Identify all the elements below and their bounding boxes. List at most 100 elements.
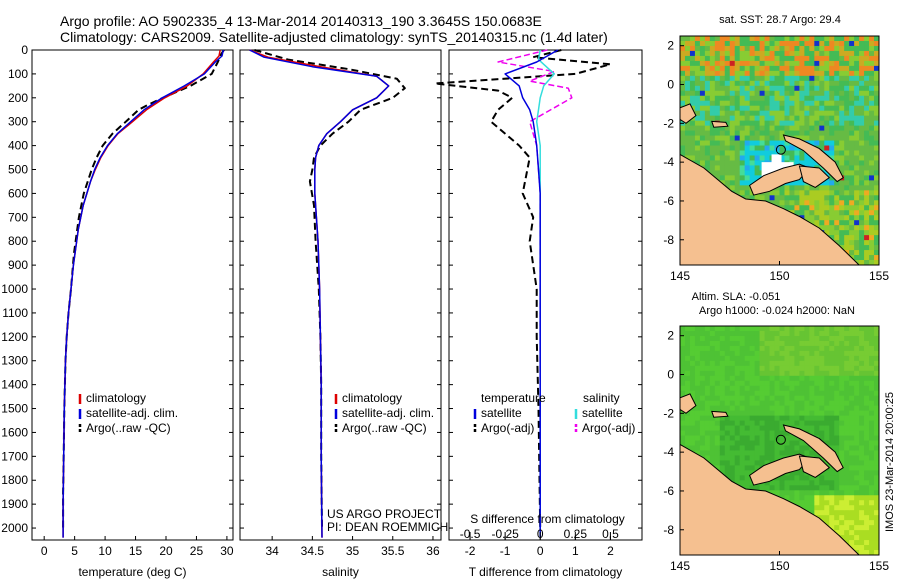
project-footnote: US ARGO PROJECT [327, 507, 442, 521]
argo-profile-line [254, 49, 406, 529]
map-lat-label: -8 [663, 523, 674, 537]
legend-temperature-heading: temperature [481, 391, 546, 405]
sst-map-title: sat. SST: 28.7 Argo: 29.4 [719, 14, 841, 26]
legend-temp-satellite-label: satellite [481, 406, 522, 420]
depth-tick-label: 400 [8, 139, 28, 153]
map-lon-label: 150 [769, 559, 789, 573]
s-tick-label: -0.5 [460, 527, 481, 541]
legend-argo-label: Argo(..raw -QC) [86, 421, 171, 435]
x-tick-label: 0 [537, 544, 544, 558]
map-lat-label: -8 [663, 233, 674, 247]
land-new-britain-east [798, 165, 831, 188]
depth-tick-label: 1800 [1, 473, 28, 487]
imos-timestamp-label: IMOS 23-Mar-2014 20:00:25 [884, 392, 896, 532]
legend-argo-label: Argo(..raw -QC) [342, 421, 427, 435]
x-axis-label: T difference from climatology [469, 565, 623, 579]
depth-tick-label: 1700 [1, 449, 28, 463]
land-manus-island [711, 120, 729, 128]
legend-sal-satellite-label: satellite [582, 406, 623, 420]
x-tick-label: 25 [190, 544, 204, 558]
x-tick-label: 20 [159, 544, 173, 558]
depth-tick-label: 300 [8, 115, 28, 129]
depth-tick-label: 1600 [1, 425, 28, 439]
x-tick-label: -1 [500, 544, 511, 558]
depth-tick-label: 1500 [1, 402, 28, 416]
plot-frame-2 [239, 49, 442, 541]
land-new-britain-east [798, 455, 831, 478]
depth-tick-label: 100 [8, 67, 28, 81]
x-tick-label: 35 [346, 544, 360, 558]
s-tick-label: 0 [537, 527, 544, 541]
depth-tick-label: 1100 [2, 306, 28, 320]
x-tick-label: 35.5 [381, 544, 405, 558]
legend-satellite-adj-label: satellite-adj. clim. [342, 406, 434, 420]
legend-salinity-heading: salinity [583, 391, 620, 405]
x-tick-label: 36 [426, 544, 440, 558]
map-lon-label: 155 [869, 269, 889, 283]
depth-tick-label: 900 [8, 258, 28, 272]
depth-tick-label: 200 [8, 91, 28, 105]
satellite-adj-profile-line [62, 49, 225, 538]
plot-frame-1 [31, 49, 234, 541]
depth-tick-label: 1900 [1, 497, 28, 511]
depth-tick-label: 600 [8, 186, 28, 200]
land-manus-island [711, 410, 729, 418]
map-lat-label: 0 [667, 78, 674, 92]
plot-frame-3 [448, 49, 643, 541]
map-lat-label: -4 [663, 155, 674, 169]
argo-float-marker [775, 144, 786, 155]
figure-title-line-1: Argo profile: AO 5902335_4 13-Mar-2014 2… [60, 13, 542, 29]
depth-tick-label: 0 [21, 43, 28, 57]
legend-temp-argo-label: Argo(-adj) [481, 421, 534, 435]
legend-climatology-label: climatology [342, 391, 402, 405]
depth-tick-label: 1300 [1, 354, 28, 368]
x-tick-label: 0 [41, 544, 48, 558]
depth-tick-label: 1200 [1, 330, 28, 344]
map-lat-label: -6 [663, 484, 674, 498]
x-tick-label: 5 [71, 544, 78, 558]
depth-tick-label: 700 [8, 210, 28, 224]
sla-map-subtitle: Argo h1000: -0.024 h2000: NaN [699, 305, 855, 317]
map-lon-label: 145 [670, 559, 690, 573]
map-lon-label: 155 [869, 559, 889, 573]
x-tick-label: 34 [265, 544, 279, 558]
temp-diff-satellite-line [504, 49, 559, 538]
temp-diff-argo-line [434, 49, 612, 529]
depth-tick-label: 2000 [1, 521, 28, 535]
project-footnote: PI: DEAN ROEMMICH [327, 520, 448, 534]
s-tick-label: 0.5 [602, 527, 619, 541]
s-tick-label: -0.25 [491, 527, 519, 541]
x-tick-label: 30 [220, 544, 234, 558]
x-tick-label: 10 [98, 544, 112, 558]
map-lat-label: -6 [663, 194, 674, 208]
map-lon-label: 150 [769, 269, 789, 283]
figure-title-line-2: Climatology: CARS2009. Satellite-adjuste… [60, 29, 608, 45]
map-lat-label: 2 [667, 39, 674, 53]
x-tick-label: -2 [465, 544, 476, 558]
land-new-ireland [782, 424, 844, 473]
x-axis-label: temperature (deg C) [78, 565, 186, 579]
no-data-patch [771, 154, 782, 165]
s-diff-axis-title: S difference from climatology [470, 512, 625, 526]
satellite-adj-profile-line [249, 49, 390, 538]
depth-tick-label: 1400 [1, 378, 28, 392]
x-tick-label: 15 [129, 544, 143, 558]
s-tick-label: 0.25 [564, 527, 588, 541]
legend-sal-argo-label: Argo(-adj) [582, 421, 635, 435]
depth-tick-label: 800 [8, 234, 28, 248]
x-axis-label: salinity [322, 565, 359, 579]
land-new-ireland [782, 134, 844, 183]
map-lat-label: -4 [663, 445, 674, 459]
argo-float-marker [775, 434, 786, 445]
legend-climatology-label: climatology [86, 391, 146, 405]
x-tick-label: 1 [572, 544, 579, 558]
legend-satellite-adj-label: satellite-adj. clim. [86, 406, 178, 420]
map-lon-label: 145 [670, 269, 690, 283]
depth-tick-label: 1000 [1, 282, 28, 296]
map-lat-label: -2 [663, 116, 674, 130]
map-lat-label: 2 [667, 329, 674, 343]
x-tick-label: 34.5 [301, 544, 325, 558]
depth-tick-label: 500 [8, 163, 28, 177]
map-lat-label: 0 [667, 368, 674, 382]
